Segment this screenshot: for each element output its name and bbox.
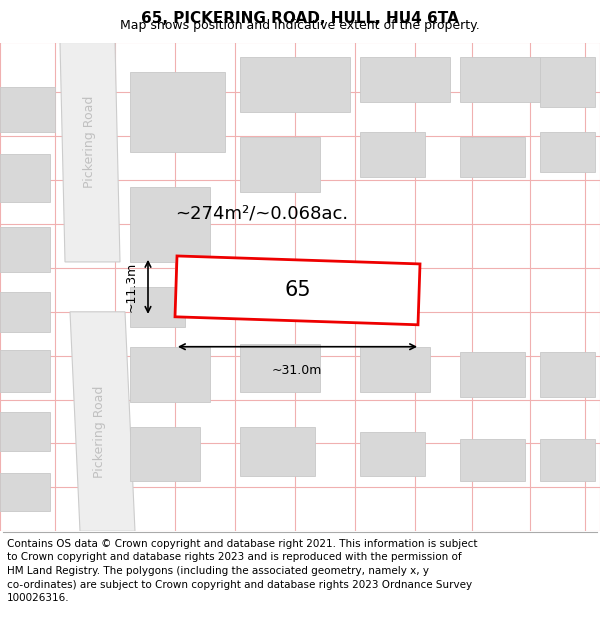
Text: ~11.3m: ~11.3m	[125, 262, 138, 312]
Bar	[130, 187, 210, 262]
Bar	[0, 227, 50, 272]
Bar	[240, 58, 350, 112]
Text: Pickering Road: Pickering Road	[94, 386, 107, 478]
Bar	[0, 292, 50, 332]
Bar	[0, 154, 50, 202]
Bar	[360, 132, 425, 177]
Text: Pickering Road: Pickering Road	[83, 96, 97, 188]
Polygon shape	[175, 256, 420, 325]
Bar	[130, 287, 185, 327]
Bar	[130, 426, 200, 481]
Bar	[360, 58, 450, 102]
Text: Contains OS data © Crown copyright and database right 2021. This information is : Contains OS data © Crown copyright and d…	[7, 539, 478, 603]
Bar	[0, 411, 50, 451]
Bar	[460, 352, 525, 397]
Bar	[130, 347, 210, 402]
Text: 65, PICKERING ROAD, HULL, HU4 6TA: 65, PICKERING ROAD, HULL, HU4 6TA	[141, 11, 459, 26]
Bar	[460, 138, 525, 177]
Bar	[540, 439, 595, 481]
Text: ~274m²/~0.068ac.: ~274m²/~0.068ac.	[175, 204, 348, 222]
Bar	[460, 58, 540, 102]
Bar	[460, 439, 525, 481]
Bar	[240, 426, 315, 476]
Bar	[540, 352, 595, 397]
Bar	[240, 138, 320, 192]
Text: ~31.0m: ~31.0m	[272, 364, 322, 377]
Bar	[540, 58, 595, 108]
Polygon shape	[70, 312, 135, 531]
Bar	[360, 347, 430, 392]
Text: 65: 65	[284, 281, 311, 301]
Bar	[240, 344, 320, 392]
Bar	[0, 88, 55, 132]
Bar	[540, 132, 595, 172]
Bar	[0, 473, 50, 511]
Bar	[130, 72, 225, 152]
Text: Map shows position and indicative extent of the property.: Map shows position and indicative extent…	[120, 19, 480, 32]
Polygon shape	[60, 42, 120, 262]
Bar	[0, 350, 50, 392]
Bar	[360, 431, 425, 476]
